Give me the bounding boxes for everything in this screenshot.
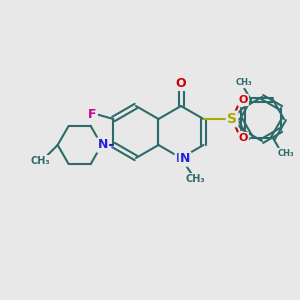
Text: S: S — [227, 112, 237, 126]
Text: CH₃: CH₃ — [31, 156, 50, 166]
Text: O: O — [176, 77, 186, 90]
Text: N: N — [98, 139, 108, 152]
Text: CH₃: CH₃ — [278, 149, 294, 158]
Text: O: O — [238, 95, 248, 105]
Text: CH₃: CH₃ — [236, 78, 252, 87]
Text: O: O — [238, 133, 248, 143]
Text: CH₃: CH₃ — [185, 174, 205, 184]
Text: N: N — [180, 152, 190, 166]
Text: N: N — [176, 152, 186, 164]
Text: F: F — [88, 107, 97, 121]
